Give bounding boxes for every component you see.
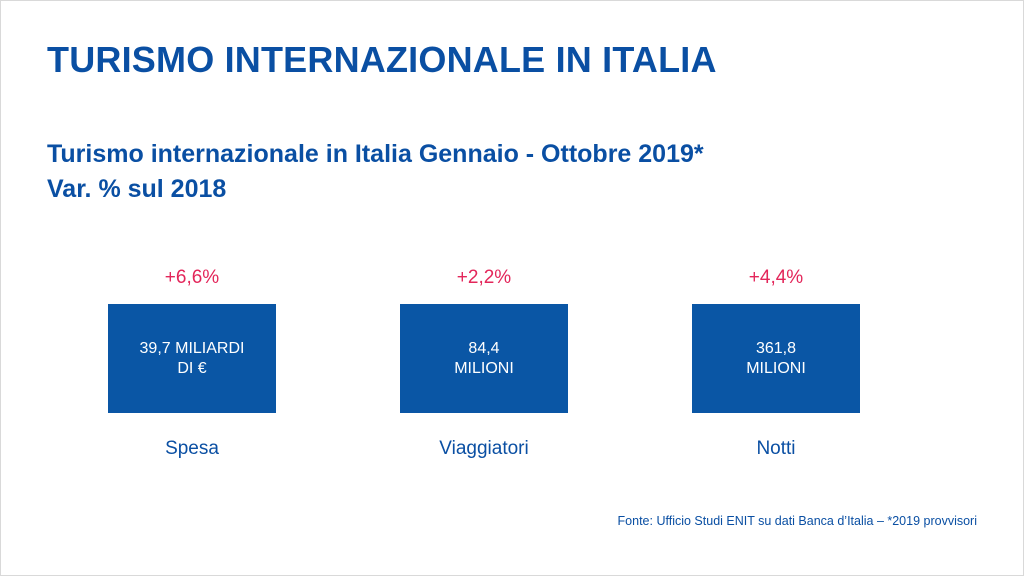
page-title: TURISMO INTERNAZIONALE IN ITALIA (47, 39, 717, 80)
metric-value-box: 361,8 MILIONI (692, 304, 860, 413)
metric-value-box: 84,4 MILIONI (400, 304, 568, 413)
metric-value-line-1: 361,8 (755, 339, 797, 357)
metric-value-line-1: 84,4 (468, 339, 500, 357)
source-note: Fonte: Ufficio Studi ENIT su dati Banca … (617, 514, 977, 528)
metric-value-line-2: MILIONI (746, 359, 806, 377)
metric-label: Viaggiatori (439, 438, 529, 459)
metric-value-line-2: DI € (177, 359, 207, 377)
subtitle: Turismo internazionale in Italia Gennaio… (47, 137, 704, 207)
subtitle-line-1: Turismo internazionale in Italia Gennaio… (47, 140, 704, 168)
metric-spesa: +6,6% 39,7 MILIARDI DI € Spesa (108, 263, 276, 460)
metric-value-line-2: MILIONI (454, 359, 514, 377)
metric-value-box: 39,7 MILIARDI DI € (108, 304, 276, 413)
metric-viaggiatori: +2,2% 84,4 MILIONI Viaggiatori (400, 263, 568, 460)
subtitle-line-2: Var. % sul 2018 (47, 175, 227, 203)
metric-value-line-1: 39,7 MILIARDI (139, 339, 245, 357)
metric-change: +6,6% (164, 267, 220, 288)
metric-notti: +4,4% 361,8 MILIONI Notti (692, 263, 860, 460)
metric-label: Notti (756, 438, 796, 459)
metric-label: Spesa (165, 438, 219, 459)
metric-change: +4,4% (748, 267, 804, 288)
metric-change: +2,2% (456, 267, 512, 288)
